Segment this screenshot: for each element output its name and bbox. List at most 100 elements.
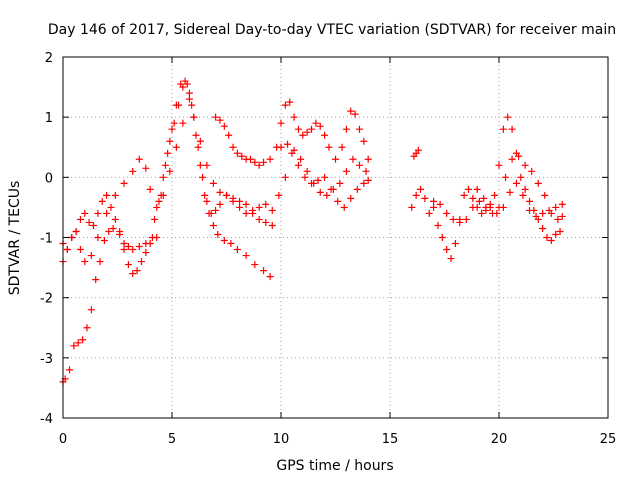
data-point	[456, 218, 464, 226]
data-point	[223, 191, 230, 199]
data-point	[220, 122, 228, 130]
data-point	[539, 224, 547, 232]
data-point	[159, 191, 167, 199]
data-point	[255, 161, 263, 169]
data-point	[325, 143, 333, 151]
data-point	[135, 243, 143, 251]
data-point	[539, 209, 547, 217]
data-point	[246, 155, 254, 163]
data-point	[168, 125, 176, 133]
data-point	[532, 212, 540, 220]
data-point	[268, 206, 276, 214]
data-point	[517, 173, 525, 181]
data-point	[249, 206, 257, 214]
data-point	[545, 206, 553, 214]
data-point	[547, 237, 555, 245]
data-point	[349, 155, 357, 163]
data-point	[214, 230, 222, 238]
y-tick-label: 1	[45, 111, 53, 126]
data-point	[342, 167, 350, 175]
data-point	[408, 203, 416, 211]
data-point	[506, 188, 514, 196]
data-point	[294, 125, 302, 133]
data-point	[92, 276, 100, 284]
data-point	[294, 161, 302, 169]
data-point	[558, 212, 566, 220]
data-point	[146, 185, 154, 193]
data-point	[194, 143, 202, 151]
data-point	[310, 179, 318, 187]
data-point	[159, 173, 167, 181]
data-point	[94, 209, 102, 217]
data-point	[425, 209, 433, 217]
data-point	[480, 194, 488, 202]
data-point	[469, 203, 477, 211]
data-point	[277, 143, 285, 151]
data-point	[111, 191, 119, 199]
data-point	[262, 200, 270, 208]
data-point	[336, 179, 344, 187]
data-point	[355, 125, 363, 133]
data-point	[528, 167, 536, 175]
data-point	[116, 227, 124, 235]
data-point	[216, 188, 224, 196]
data-point	[233, 246, 241, 254]
data-point	[508, 155, 516, 163]
data-point	[521, 185, 529, 193]
data-point	[103, 191, 111, 199]
data-point	[242, 209, 250, 217]
data-point	[129, 270, 137, 278]
y-tick-label: -1	[40, 232, 53, 247]
data-point	[449, 215, 457, 223]
data-point	[316, 122, 324, 130]
data-point	[83, 324, 91, 332]
data-point	[229, 143, 237, 151]
data-point	[63, 246, 71, 254]
data-point	[179, 119, 187, 127]
data-point	[340, 203, 348, 211]
data-point	[556, 227, 564, 235]
data-point	[209, 221, 217, 229]
data-point	[430, 203, 438, 211]
data-point	[495, 161, 503, 169]
data-point	[120, 179, 128, 187]
data-point	[142, 164, 150, 172]
data-point	[172, 101, 180, 109]
data-point	[462, 215, 470, 223]
data-point	[290, 113, 298, 121]
data-point	[502, 173, 510, 181]
data-point	[192, 131, 200, 139]
series-track-8	[430, 152, 566, 226]
data-point	[412, 191, 420, 199]
data-point	[355, 161, 363, 169]
data-point	[491, 191, 499, 199]
data-point	[124, 261, 132, 269]
data-point	[188, 101, 196, 109]
data-point	[68, 234, 76, 241]
data-point	[142, 249, 150, 257]
data-point	[199, 173, 207, 181]
data-point	[233, 149, 241, 157]
data-point	[464, 185, 472, 193]
data-point	[541, 191, 549, 199]
data-point	[493, 209, 501, 217]
data-point	[66, 366, 74, 374]
data-point	[98, 197, 106, 205]
data-point	[451, 240, 459, 248]
data-point	[314, 176, 322, 184]
data-point	[172, 143, 180, 151]
data-point	[170, 119, 178, 127]
data-point	[262, 218, 270, 226]
data-point	[85, 218, 93, 226]
data-point	[260, 267, 268, 275]
data-point	[275, 191, 283, 199]
data-point	[161, 161, 169, 169]
data-point	[364, 155, 372, 163]
data-point	[526, 197, 534, 205]
series-track-7	[408, 113, 564, 263]
data-point	[203, 161, 211, 169]
data-point	[81, 258, 89, 266]
data-point	[135, 155, 143, 163]
data-point	[105, 227, 113, 235]
